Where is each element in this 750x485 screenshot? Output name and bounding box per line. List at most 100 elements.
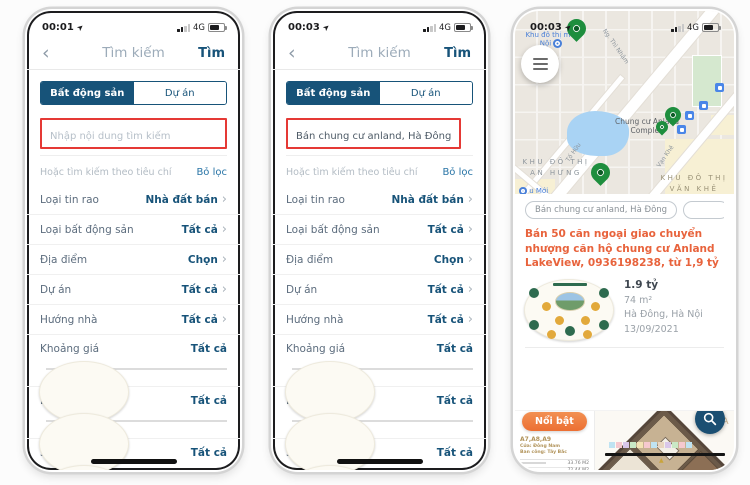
room-area-table: 33.76 M2 72.44 M2 9.83 M2 [520,459,589,470]
home-indicator[interactable] [90,459,177,464]
transit-stop-icon[interactable] [677,125,686,134]
featured-badge: Nổi bật [522,412,587,431]
listing-card[interactable]: 1.9 tỷ 74 m² Hà Đông, Hà Nội 13/09/2021 [524,277,724,342]
slider-thumb[interactable] [39,465,129,470]
room-area-row: 33.76 M2 [520,460,589,468]
battery-icon [208,23,227,32]
nav-bar: ‹ Tìm kiếm Tìm [27,37,240,69]
slider-track [292,420,473,422]
filter-row[interactable]: Loại tin rao Nhà đất bán › [27,185,240,215]
back-chevron-icon[interactable]: ‹ [42,41,50,64]
transit-stop-icon[interactable] [685,111,694,120]
search-submit-button[interactable]: Tìm [444,45,471,61]
phone-2-search-filled: 00:03 ➤ 4G ‹ Tìm kiếm Tìm Bất động sản D… [271,9,488,472]
thumbnail-title-line [553,283,587,287]
transit-stop-icon[interactable] [715,83,724,92]
range-slider[interactable] [285,359,473,423]
filter-row[interactable]: Loại tin rao Nhà đất bán › [273,185,486,215]
status-bar: 00:03 ➤ 4G [515,11,734,37]
criteria-label: Hoặc tìm kiếm theo tiêu chí [40,167,172,178]
criteria-header: Hoặc tìm kiếm theo tiêu chí Bỏ lọc [40,167,227,178]
amenity-circle [599,320,609,331]
listing-date: 13/09/2021 [624,323,679,335]
scale-bar [605,453,725,456]
menu-button[interactable] [521,45,559,83]
criteria-header: Hoặc tìm kiếm theo tiêu chí Bỏ lọc [286,167,473,178]
tab-du-an[interactable]: Dự án [133,82,226,104]
slider-thumb[interactable] [39,361,129,423]
listing-location: Hà Đông, Hà Nội [624,309,703,321]
location-arrow-icon: ➤ [562,21,574,34]
zoom-button[interactable] [695,411,725,434]
filter-value: Tất cả [190,447,227,459]
page-title: Tìm kiếm [102,45,165,61]
filter-label: Loại bất động sản [40,223,134,236]
range-slider[interactable] [39,463,227,470]
slider-track [46,420,227,422]
search-submit-button[interactable]: Tìm [198,45,225,61]
range-slider[interactable] [39,359,227,423]
filter-value: Tất cả [190,343,227,355]
range-slider[interactable] [285,463,473,470]
network-label: 4G [687,22,699,33]
chevron-right-icon: › [467,252,473,267]
tab-bat-dong-san[interactable]: Bất động sản [41,82,134,104]
clear-filters-button[interactable]: Bỏ lọc [442,167,473,178]
slider-thumb[interactable] [285,465,375,470]
chevron-right-icon: › [221,192,227,207]
transit-stop-icon[interactable] [699,101,708,110]
search-input[interactable]: Nhập nội dung tìm kiếm [50,131,171,142]
listing-title[interactable]: Bán 50 căn ngoại giao chuyển nhượng căn … [525,228,719,270]
map-park-area [692,55,722,107]
project-floorplan-image[interactable]: Nổi bật A7,A8,A9 Cửa: Đông Nam Ban công:… [515,410,734,470]
magnifier-icon [703,412,717,426]
amenities-map-thumbnail[interactable] [524,279,614,342]
search-input[interactable]: Bán chung cư anland, Hà Đông [296,131,452,142]
floor-key-strip [609,442,692,448]
signal-icon [177,24,190,32]
slider-thumb[interactable] [285,361,375,423]
search-chip[interactable]: Bán chung cư anland, Hà Đông [525,201,678,219]
tab-du-an[interactable]: Dự án [379,82,472,104]
search-chip-faded[interactable] [683,201,724,219]
filter-row[interactable]: Địa điểm Chọn › [273,245,486,275]
phone-1-screen: 00:01 ➤ 4G ‹ Tìm kiếm Tìm Bất động sản D… [27,11,240,470]
status-bar: 00:03 ➤ 4G [273,11,486,37]
filter-row[interactable]: Loại bất động sản Tất cả › [273,215,486,245]
filter-row[interactable]: Dự án Tất cả › [273,275,486,305]
slider-filter-list: Khoảng giá Tất cả Diện tích Tất cả [27,335,240,470]
range-slider[interactable] [285,411,473,470]
poi-icon [553,39,563,49]
filter-value: Tất cả [436,447,473,459]
filter-value: Tất cả [436,343,473,355]
nav-bar: ‹ Tìm kiếm Tìm [273,37,486,69]
filter-label: Dự án [40,283,72,296]
range-slider[interactable] [39,411,227,470]
filter-value: Nhà đất bán [145,193,218,206]
filter-slider-group: Khoảng giá Tất cả [27,335,240,423]
filter-row[interactable]: Loại bất động sản Tất cả › [27,215,240,245]
amenity-circle [529,288,539,299]
home-indicator[interactable] [336,459,423,464]
listing-details: 1.9 tỷ 74 m² Hà Đông, Hà Nội 13/09/2021 [624,277,703,339]
chevron-right-icon: › [221,222,227,237]
filter-row[interactable]: Địa điểm Chọn › [27,245,240,275]
map-view[interactable]: Khu đô thị mới Nội Chung cư Anland Compl… [515,11,734,194]
filter-row[interactable]: Hướng nhà Tất cả › [273,305,486,335]
clear-filters-button[interactable]: Bỏ lọc [196,167,227,178]
listing-area: 74 m² [624,294,653,306]
amenity-circle [591,302,600,312]
status-time: 00:03 [530,22,562,33]
filter-label: Dự án [286,283,318,296]
filter-row[interactable]: Hướng nhà Tất cả › [27,305,240,335]
back-chevron-icon[interactable]: ‹ [288,41,296,64]
chevron-right-icon: › [221,312,227,327]
map-label-district-left: KHU ĐÔ THỊ AN HƯNG [522,158,590,177]
filter-value: Chọn [187,253,218,266]
filter-value: Tất cả [181,223,218,236]
filter-row[interactable]: Dự án Tất cả › [27,275,240,305]
amenity-circle [565,326,575,337]
status-time: 00:01 [42,22,74,33]
tab-bat-dong-san[interactable]: Bất động sản [287,82,380,104]
phone-3-screen: Khu đô thị mới Nội Chung cư Anland Compl… [515,11,734,470]
